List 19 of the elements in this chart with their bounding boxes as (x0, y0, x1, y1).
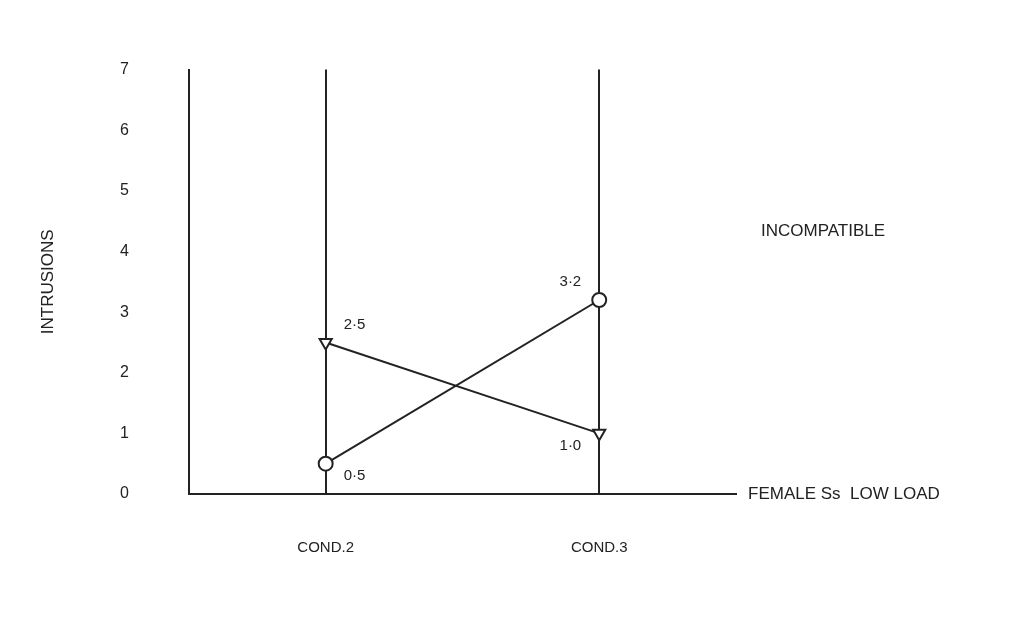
x-tick-label: COND.3 (570, 538, 628, 556)
text: INCOMPATIBLE (761, 220, 886, 240)
y-tick-label: 6 (119, 120, 129, 138)
y-tick-label: 1 (119, 423, 129, 441)
data-label: 1·0 (559, 435, 582, 453)
y-tick-label: 7 (119, 60, 129, 78)
point (317, 455, 334, 472)
data-label: 2·5 (343, 314, 366, 332)
data-label: 0·5 (343, 465, 366, 483)
data-label: 3·2 (559, 272, 582, 290)
y-axis-title: INTRUSIONS (37, 229, 57, 335)
y-tick-label: 2 (119, 363, 129, 381)
y-tick-label: 3 (119, 302, 129, 320)
x-tick-label: COND.2 (297, 538, 355, 556)
point (591, 291, 608, 308)
y-tick-label: 5 (119, 181, 129, 199)
y-tick-label: 4 (119, 241, 129, 259)
y-tick-label: 0 (119, 484, 129, 502)
x-axis-title: FEMALE Ss LOW LOAD (748, 483, 940, 503)
